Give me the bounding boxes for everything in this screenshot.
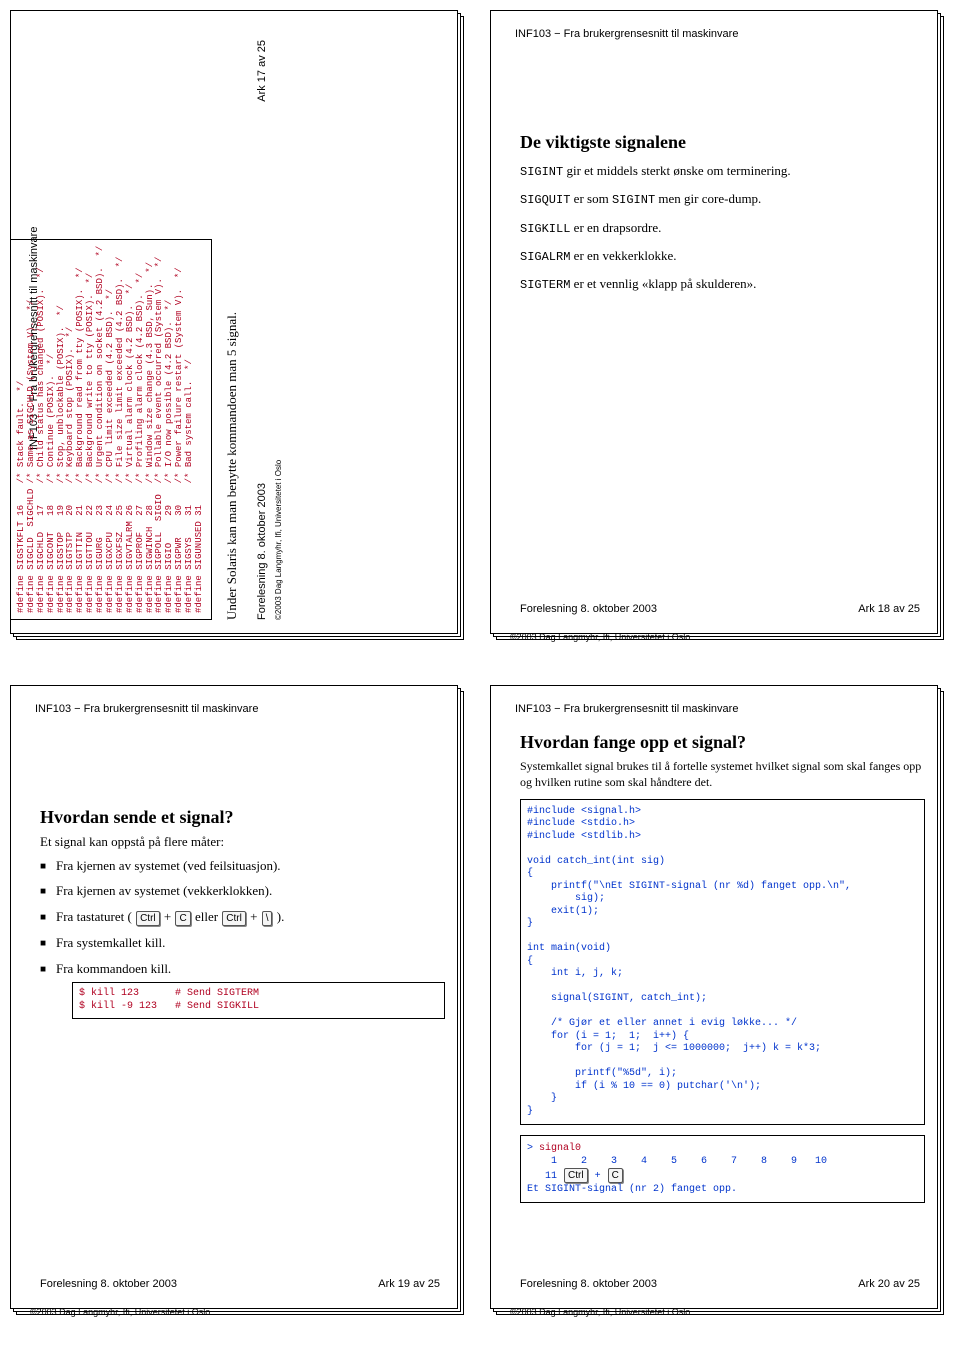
- slide-19-b3: Fra tastaturet ( Ctrl + C eller Ctrl + \…: [40, 908, 445, 927]
- slide-19-list: Fra kjernen av systemet (ved feilsituasj…: [40, 857, 445, 1019]
- slide-19-b1: Fra kjernen av systemet (ved feilsituasj…: [40, 857, 445, 875]
- key-ctrl: Ctrl: [136, 911, 160, 927]
- slide-20-footer: Forelesning 8. oktober 2003 Ark 20 av 25: [520, 1278, 920, 1290]
- slide-18-l2: SIGQUIT er som SIGINT men gir core-dump.: [520, 190, 925, 208]
- slide-19-content: Hvordan sende et signal? Et signal kan o…: [40, 805, 445, 1255]
- slide-17-body: #define SIGSTKFLT 16 /* Stack fault. */ …: [10, 40, 430, 620]
- slide-20-lead: Systemkallet signal brukes til å fortell…: [520, 758, 925, 790]
- slide-17-footer: Forelesning 8. oktober 2003 Ark 17 av 25: [256, 40, 268, 620]
- key-ctrl-2: Ctrl: [222, 911, 246, 927]
- slide-20-code: #include <signal.h> #include <stdio.h> #…: [520, 799, 925, 1126]
- slide-17-code: #define SIGSTKFLT 16 /* Stack fault. */ …: [10, 239, 212, 620]
- slide-19-footer: Forelesning 8. oktober 2003 Ark 19 av 25: [40, 1278, 440, 1290]
- slide-19-copyright: ©2003 Dag Langmyhr, Ifi, Universitetet i…: [30, 1307, 210, 1317]
- slide-19-ark: Ark 19 av 25: [378, 1278, 440, 1290]
- key-backslash: \: [262, 911, 273, 927]
- slide-20-title: Hvordan fange opp et signal?: [520, 730, 925, 754]
- slide-19-date: Forelesning 8. oktober 2003: [40, 1278, 177, 1290]
- slide-19-code: $ kill 123 # Send SIGTERM $ kill -9 123 …: [72, 982, 445, 1019]
- slide-19-b4: Fra systemkallet kill.: [40, 934, 445, 952]
- slide-18-l3: SIGKILL er en drapsordre.: [520, 219, 925, 237]
- slide-20-copyright: ©2003 Dag Langmyhr, Ifi, Universitetet i…: [510, 1307, 690, 1317]
- slide-20-ark: Ark 20 av 25: [858, 1278, 920, 1290]
- slide-18: INF103 − Fra brukergrensesnitt til maski…: [490, 10, 950, 650]
- slide-17-ark: Ark 17 av 25: [256, 40, 268, 102]
- slide-17-date: Forelesning 8. oktober 2003: [256, 483, 268, 620]
- slide-18-footer: Forelesning 8. oktober 2003 Ark 18 av 25: [520, 603, 920, 615]
- slide-17: INF103 − Fra brukergrensesnitt til maski…: [10, 10, 470, 650]
- slide-18-l5: SIGTERM er et vennlig «klapp på skuldere…: [520, 275, 925, 293]
- key-ctrl-out: Ctrl: [564, 1168, 588, 1183]
- slide-20-content: Hvordan fange opp et signal? Systemkalle…: [520, 730, 925, 1255]
- slide-18-l4: SIGALRM er en vekkerklokke.: [520, 247, 925, 265]
- slide-18-ark: Ark 18 av 25: [858, 603, 920, 615]
- slide-19-b2: Fra kjernen av systemet (vekkerklokken).: [40, 882, 445, 900]
- slide-18-title: De viktigste signalene: [520, 130, 925, 154]
- slide-18-l1: SIGINT gir et middels sterkt ønske om te…: [520, 162, 925, 180]
- slide-20-output: > signal0 1 2 3 4 5 6 7 8 9 10 11 Ctrl +…: [520, 1135, 925, 1203]
- slide-19-title: Hvordan sende et signal?: [40, 805, 445, 829]
- key-c: C: [175, 911, 190, 927]
- slide-18-content: De viktigste signalene SIGINT gir et mid…: [520, 130, 925, 580]
- slide-19: INF103 − Fra brukergrensesnitt til maski…: [10, 685, 470, 1325]
- key-c-out: C: [608, 1168, 623, 1183]
- slide-18-header: INF103 − Fra brukergrensesnitt til maski…: [515, 28, 738, 40]
- slide-18-copyright: ©2003 Dag Langmyhr, Ifi, Universitetet i…: [510, 632, 690, 642]
- slide-20: INF103 − Fra brukergrensesnitt til maski…: [490, 685, 950, 1325]
- slide-17-text: Under Solaris kan man benytte kommandoen…: [224, 40, 240, 620]
- slide-19-lead: Et signal kan oppstå på flere måter:: [40, 833, 445, 851]
- slide-18-date: Forelesning 8. oktober 2003: [520, 603, 657, 615]
- slide-20-date: Forelesning 8. oktober 2003: [520, 1278, 657, 1290]
- slide-19-header: INF103 − Fra brukergrensesnitt til maski…: [35, 703, 258, 715]
- slide-17-copyright: ©2003 Dag Langmyhr, Ifi, Universitetet i…: [274, 40, 283, 620]
- slide-19-b5: Fra kommandoen kill. $ kill 123 # Send S…: [40, 960, 445, 1019]
- slide-20-header: INF103 − Fra brukergrensesnitt til maski…: [515, 703, 738, 715]
